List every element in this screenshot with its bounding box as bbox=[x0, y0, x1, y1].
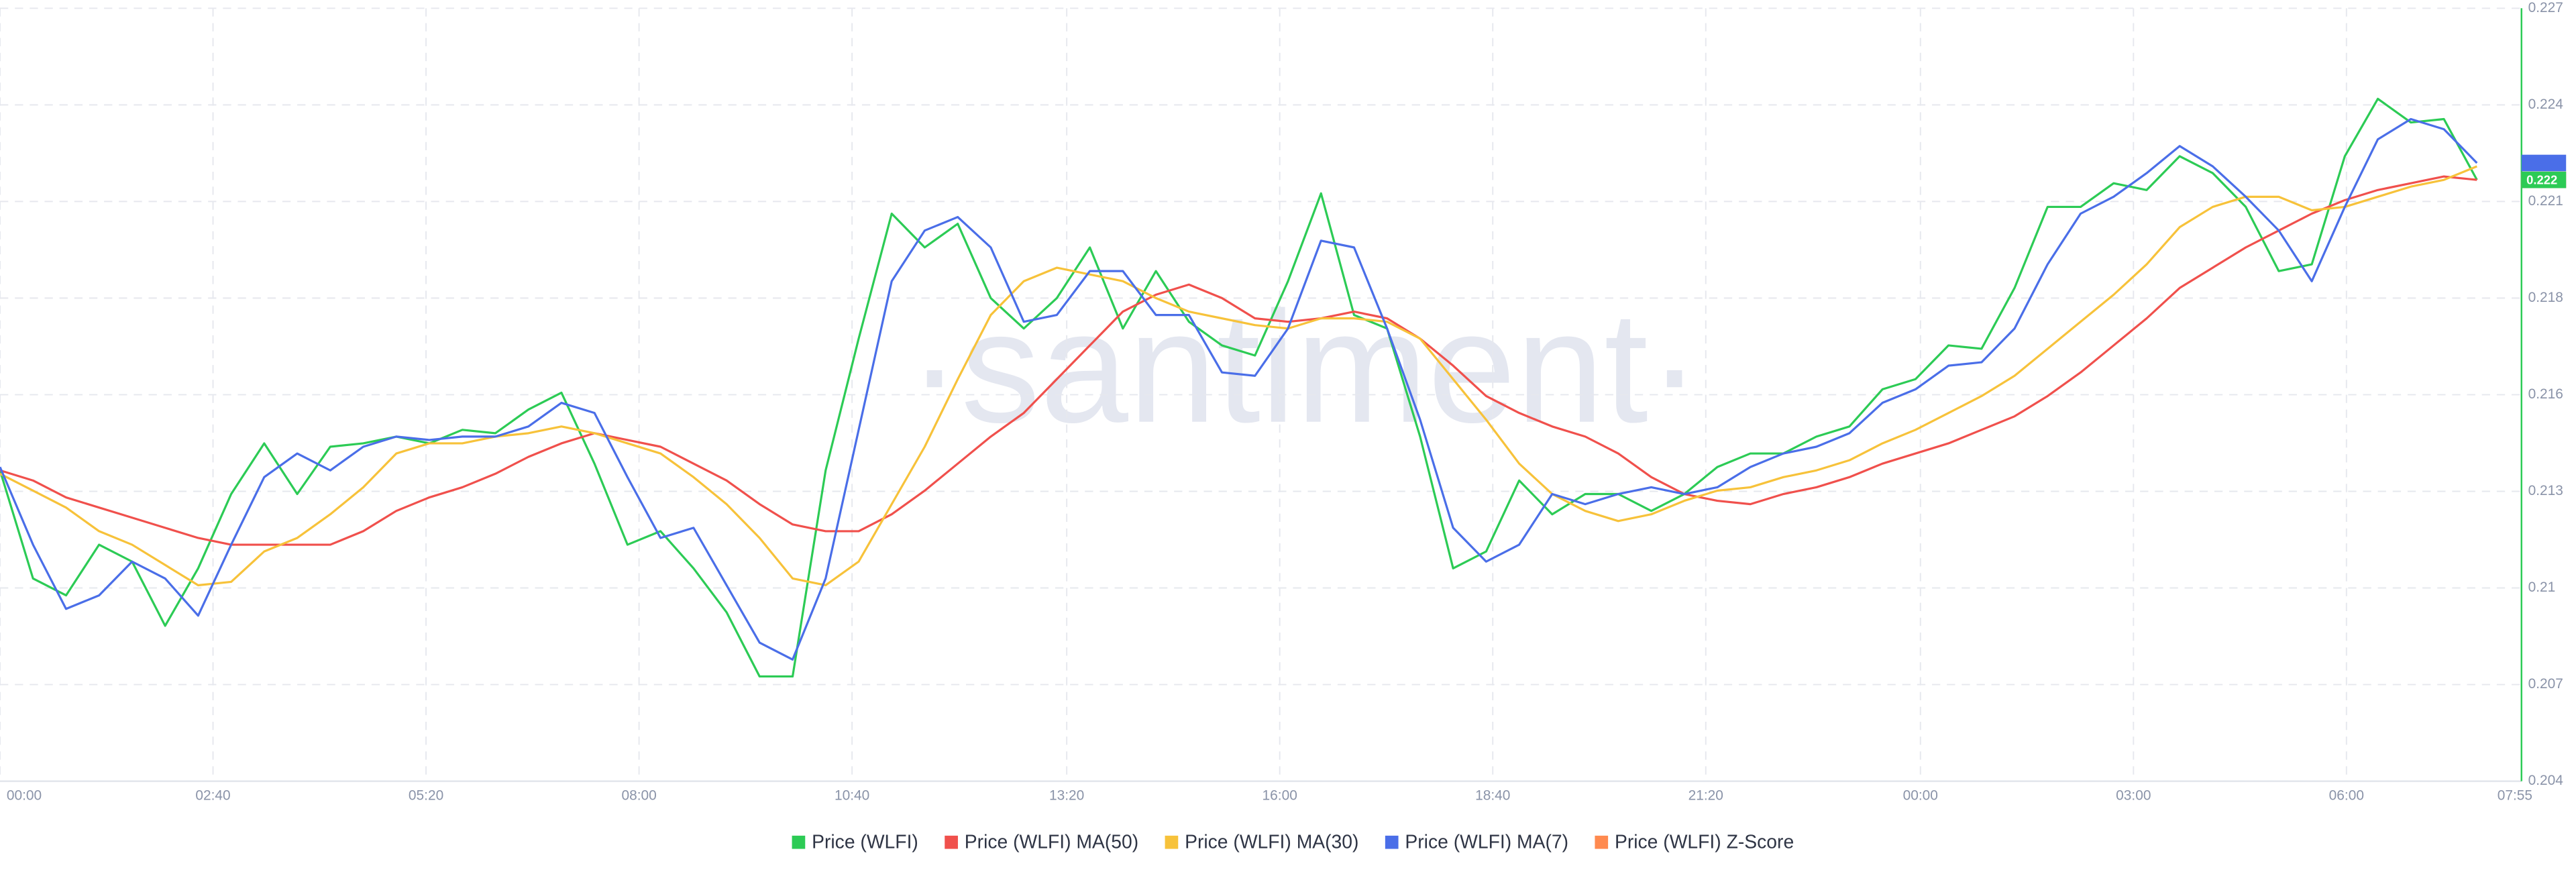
legend-label: Price (WLFI) bbox=[812, 830, 918, 852]
legend-label: Price (WLFI) MA(7) bbox=[1405, 830, 1568, 852]
legend-swatch bbox=[945, 835, 958, 849]
x-tick-label: 08:00 bbox=[621, 787, 656, 803]
x-tick-label: 21:20 bbox=[1688, 787, 1723, 803]
y-tick-label: 0.216 bbox=[2528, 386, 2563, 402]
legend-swatch bbox=[792, 835, 806, 849]
legend-label: Price (WLFI) Z-Score bbox=[1615, 830, 1794, 852]
x-tick-label: 13:20 bbox=[1049, 787, 1084, 803]
x-tick-label: 16:00 bbox=[1263, 787, 1297, 803]
legend-swatch bbox=[1165, 835, 1179, 849]
x-tick-label: 05:20 bbox=[409, 787, 443, 803]
legend-label: Price (WLFI) MA(30) bbox=[1185, 830, 1358, 852]
y-tick-label: 0.224 bbox=[2528, 97, 2564, 112]
series-line bbox=[0, 175, 2477, 546]
legend: Price (WLFI) Price (WLFI) MA(50) Price (WL… bbox=[792, 830, 1794, 852]
y-tick-label: 0.204 bbox=[2528, 773, 2564, 788]
value-badge-label: 0.222 bbox=[2526, 172, 2557, 186]
series-line bbox=[0, 97, 2478, 678]
y-tick-label: 0.21 bbox=[2528, 580, 2556, 595]
legend-swatch bbox=[1595, 835, 1609, 849]
value-badge bbox=[2521, 171, 2567, 188]
x-tick-label: 18:40 bbox=[1475, 787, 1510, 803]
x-tick-label: 10:40 bbox=[835, 787, 869, 803]
x-tick-label: 03:00 bbox=[2116, 787, 2151, 803]
x-tick-label: 00:00 bbox=[1903, 787, 1938, 803]
y-tick-label: 0.227 bbox=[2528, 0, 2563, 15]
y-tick-label: 0.221 bbox=[2528, 193, 2563, 209]
y-tick-label: 0.213 bbox=[2528, 483, 2563, 498]
x-tick-label: 02:40 bbox=[195, 787, 230, 803]
value-badge bbox=[2521, 154, 2567, 172]
series-line bbox=[0, 165, 2477, 587]
y-tick-label: 0.207 bbox=[2528, 676, 2563, 692]
legend-swatch bbox=[1385, 835, 1399, 849]
legend-label: Price (WLFI) MA(50) bbox=[965, 830, 1138, 852]
x-tick-label: 00:00 bbox=[7, 787, 42, 803]
watermark: ·santiment· bbox=[908, 279, 1701, 456]
x-tick-label: 06:00 bbox=[2329, 787, 2364, 803]
y-tick-label: 0.218 bbox=[2528, 290, 2563, 305]
series-line bbox=[0, 117, 2478, 661]
x-tick-label: 07:55 bbox=[2498, 787, 2532, 803]
